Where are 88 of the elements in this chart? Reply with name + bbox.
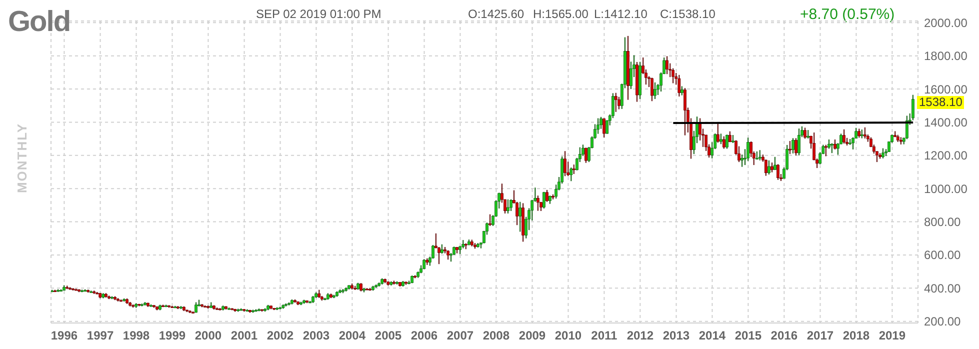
x-tick-label: 2001: [230, 328, 258, 343]
candlestick: [564, 150, 566, 177]
candlestick: [680, 86, 684, 96]
y-tick-label: 1800.00: [924, 49, 968, 64]
x-tick-label: 2014: [698, 328, 726, 343]
candlestick: [830, 142, 834, 154]
candlestick: [650, 77, 654, 102]
y-tick-label: 800.00: [924, 215, 962, 230]
candlestick: [506, 198, 510, 214]
x-tick-label: 2016: [770, 328, 798, 343]
y-tick-label: 400.00: [924, 281, 962, 296]
x-tick-label: 2006: [410, 328, 438, 343]
candlestick: [905, 115, 908, 140]
x-tick-label: 2013: [662, 328, 690, 343]
x-tick-label: 1999: [158, 328, 186, 343]
candlestick: [794, 138, 798, 156]
candlestick: [542, 191, 546, 210]
x-tick-label: 2011: [591, 328, 618, 343]
y-tick-label: 1600.00: [924, 82, 968, 96]
candlestick: [716, 123, 720, 144]
candlestick: [510, 198, 512, 212]
candlestick: [770, 162, 774, 173]
x-tick-label: 2018: [842, 328, 870, 343]
x-tick-label: 2003: [302, 328, 330, 343]
y-tick-label: 1000.00: [924, 182, 968, 196]
text: H:1565.00: [533, 7, 588, 21]
candlestick: [863, 126, 866, 139]
text: SEP 02 2019 01:00 PM: [256, 7, 382, 21]
x-tick-label: 2002: [266, 328, 294, 343]
candlestick: [842, 128, 846, 144]
candlestick: [746, 137, 750, 162]
candlestick: [722, 136, 726, 150]
candlestick: [488, 214, 492, 226]
x-tick-label: 2017: [806, 328, 834, 343]
candlestick: [828, 138, 830, 150]
candlestick: [518, 201, 522, 232]
candlestick: [758, 150, 762, 161]
candlestick: [776, 164, 780, 180]
y-tick-label: 600.00: [924, 248, 962, 262]
x-tick-label: 2012: [626, 328, 654, 343]
text: O:1425.60: [468, 7, 524, 21]
candlestick: [614, 92, 618, 112]
x-tick-label: 2009: [518, 328, 546, 343]
candlestick: [792, 138, 794, 154]
x-tick-label: 2005: [374, 328, 402, 343]
x-tick-label: 1996: [50, 328, 78, 343]
candlestick: [618, 96, 620, 110]
y-tick-label: 1400.00: [924, 115, 968, 130]
candlestick: [546, 189, 548, 202]
candlestick: [720, 133, 722, 145]
candlestick: [602, 118, 606, 138]
x-tick-label: 1997: [86, 328, 114, 343]
candlestick: [440, 244, 444, 254]
candlestick: [654, 82, 656, 100]
text: L:1412.10: [594, 7, 648, 21]
candlestick: [882, 148, 884, 159]
x-tick-label: 2007: [446, 328, 474, 343]
x-tick-label: 2015: [734, 328, 762, 343]
candlestick: [726, 134, 728, 150]
candlestick: [788, 140, 792, 155]
candlestick: [798, 128, 800, 156]
x-tick-label: 2004: [338, 328, 366, 343]
candlestick: [570, 167, 573, 182]
y-tick-label: 200.00: [924, 314, 962, 329]
y-tick-label: 2000.00: [924, 16, 968, 30]
candlestick: [536, 195, 540, 212]
candlestick: [804, 127, 806, 140]
x-tick-label: 2019: [878, 328, 906, 343]
candlestick: [911, 94, 914, 121]
y-tick-label: 1200.00: [924, 148, 968, 163]
candlestick: [666, 56, 668, 75]
candlestick: [824, 144, 828, 157]
text: C:1538.10: [660, 7, 716, 21]
chart-title: Gold: [8, 7, 70, 38]
x-tick-label: 1998: [122, 328, 150, 343]
candlestick: [672, 68, 674, 84]
x-tick-label: 2010: [554, 328, 582, 343]
candlestick: [774, 156, 776, 171]
candlestick: [572, 164, 576, 174]
annotation: +8.70 (0.57%): [800, 7, 895, 23]
candlestick: [584, 147, 588, 164]
x-tick-label: 2000: [194, 328, 222, 343]
candlestick: [834, 138, 836, 150]
candlestick: [678, 74, 681, 97]
candlestick: [768, 160, 770, 175]
x-tick-label: 2008: [482, 328, 510, 343]
text: 1538.10: [917, 95, 964, 110]
candlestick: [684, 88, 686, 136]
